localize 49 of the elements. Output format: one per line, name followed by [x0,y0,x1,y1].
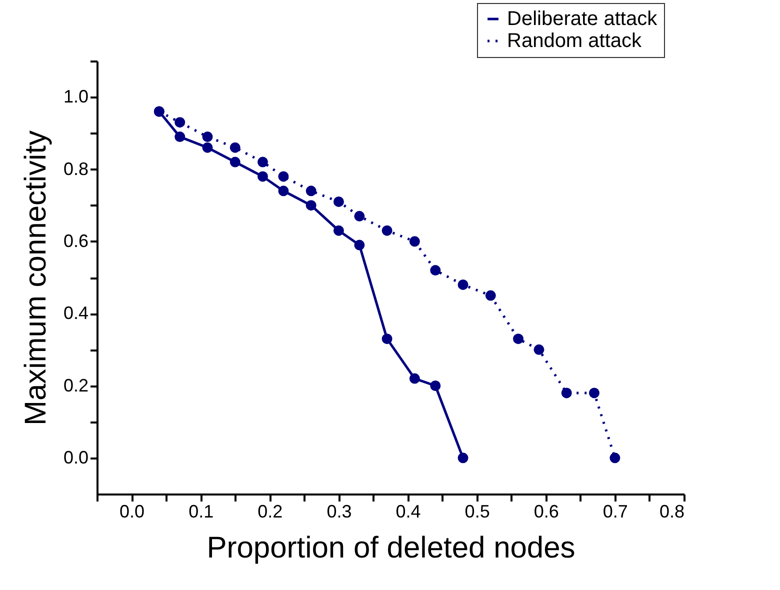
point [174,117,186,128]
point [306,200,316,211]
point [409,236,420,247]
point [458,279,468,290]
point [306,186,316,196]
x-tick-label: 0.2 [258,502,283,522]
x-tick-label: 0.8 [659,502,684,522]
point [174,132,186,142]
y-axis-title: Maximum connectivity [19,130,52,426]
point [202,142,213,153]
point [382,334,392,344]
point [485,290,496,301]
x-tick-label: 0.4 [396,502,421,522]
y-tick-label: 0.8 [63,158,88,179]
point [354,210,365,222]
point [610,452,620,464]
point [534,344,544,355]
x-tick-label: 0.7 [602,502,628,522]
point [561,388,572,398]
y-tick-label: 0.0 [63,447,88,468]
x-axis-title: Proportion of deleted nodes [206,532,576,564]
x-tick-label: 0.1 [188,502,214,522]
legend-label: Deliberate attack [507,8,658,30]
point [458,452,468,464]
point [382,225,392,236]
point [278,171,289,182]
y-tick-label: 0.2 [63,375,88,396]
point [354,240,365,250]
point [257,171,268,182]
y-tick-label: 0.4 [63,303,88,324]
point [230,156,240,168]
point [333,196,344,207]
point [278,186,289,196]
point [230,142,240,153]
point [430,380,441,391]
point [257,156,268,168]
point [430,265,441,276]
y-tick-label: 1.0 [63,86,88,107]
point [202,132,213,142]
legend-label: Random attack [507,30,643,52]
text: 0.0 [120,502,145,522]
point [333,225,344,236]
point [588,388,600,398]
point [513,334,524,344]
x-tick-label: 0.5 [464,502,490,522]
x-tick-label: 0.6 [534,502,559,522]
x-tick-label: 0.3 [326,502,352,522]
point [409,373,420,384]
y-tick-label: 0.6 [63,230,88,251]
